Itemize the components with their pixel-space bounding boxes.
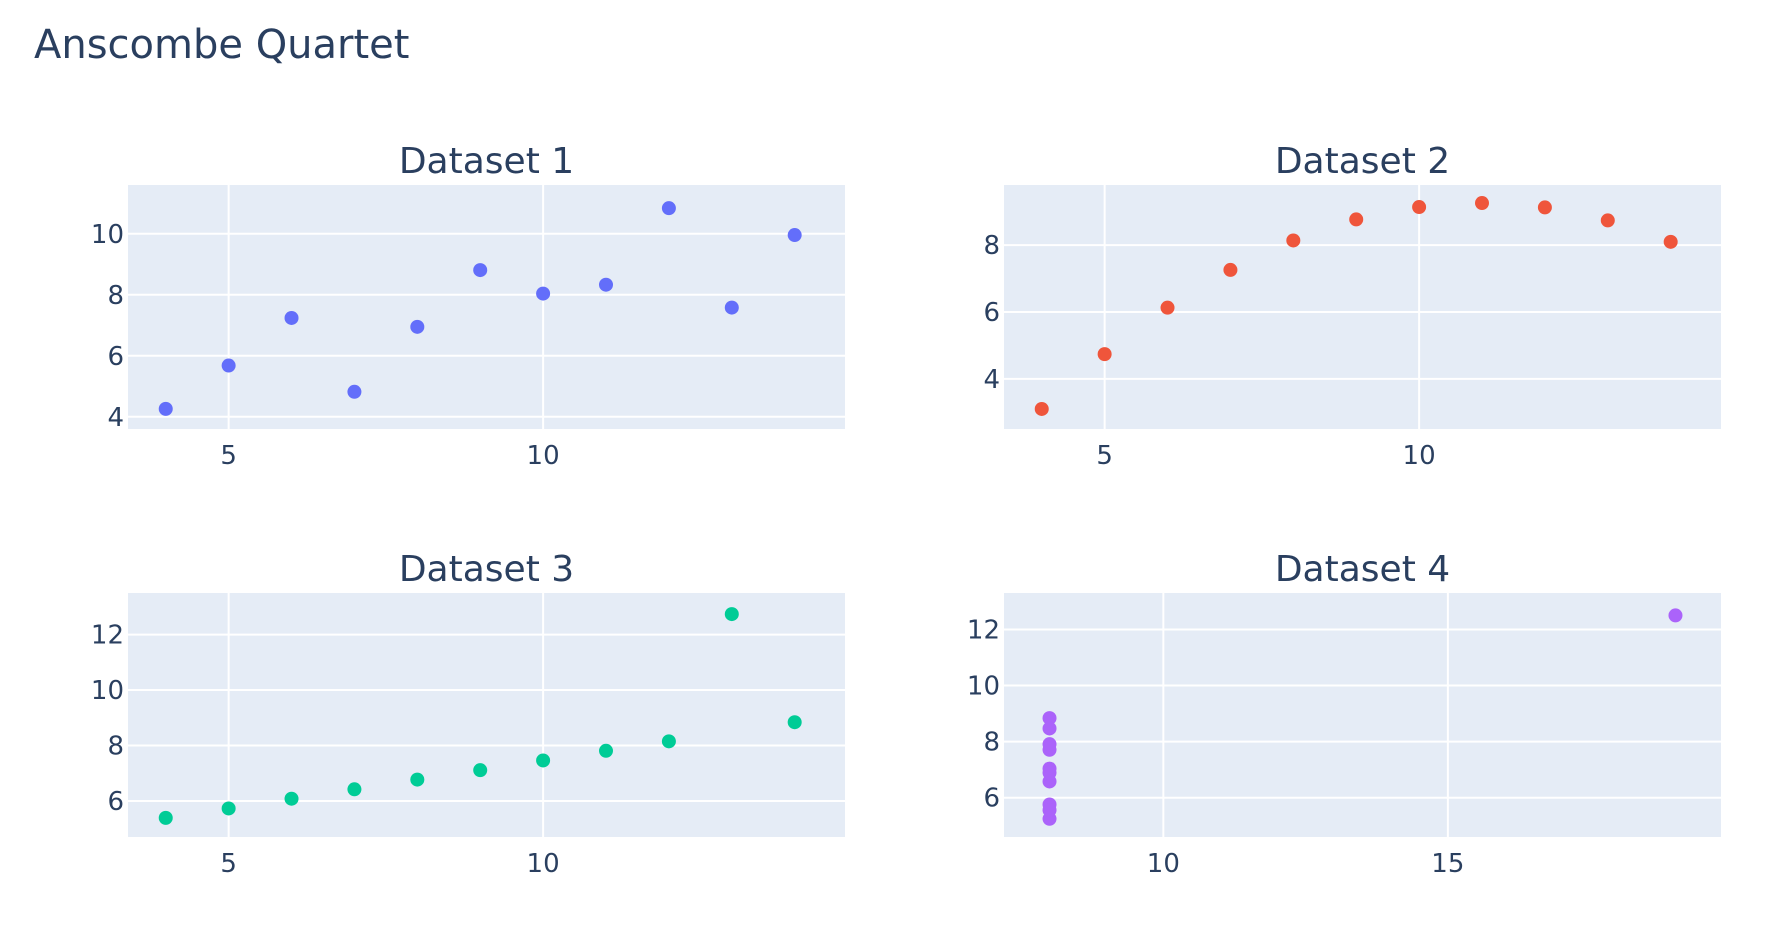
x-tick-label: 5 <box>220 441 237 471</box>
y-tick-label: 12 <box>91 621 124 651</box>
data-point <box>1663 234 1678 249</box>
data-points <box>1034 196 1678 416</box>
data-point <box>1537 200 1552 215</box>
gridlines <box>128 185 845 429</box>
y-tick-labels: 4 6 8 10 <box>91 220 124 433</box>
subplot-title: Dataset 2 <box>1275 141 1450 182</box>
data-point <box>1600 213 1615 228</box>
data-point <box>1042 803 1057 818</box>
data-point <box>347 782 362 797</box>
data-points <box>158 201 802 416</box>
data-point <box>221 801 236 816</box>
x-tick-label: 10 <box>527 849 560 879</box>
data-point <box>1042 737 1057 752</box>
y-tick-label: 6 <box>983 298 1000 328</box>
subplot-dataset-4: 10 15 6 8 10 12 Dataset 4 <box>967 549 1721 879</box>
data-point <box>410 319 425 334</box>
x-tick-labels: 5 10 <box>1096 441 1435 471</box>
y-tick-labels: 4 6 8 <box>983 231 1000 395</box>
data-point <box>599 743 613 758</box>
data-point <box>661 201 676 216</box>
x-tick-labels: 5 10 <box>220 441 559 471</box>
data-point <box>661 734 676 749</box>
data-point <box>473 263 488 278</box>
data-point <box>473 763 488 778</box>
y-tick-label: 8 <box>107 732 124 762</box>
data-point <box>1475 196 1489 211</box>
data-point <box>1160 300 1175 315</box>
data-point <box>284 310 299 325</box>
data-point <box>1412 200 1427 215</box>
page-title: Anscombe Quartet <box>34 22 410 68</box>
y-tick-labels: 6 8 10 12 <box>91 621 124 817</box>
data-point <box>536 286 551 301</box>
y-tick-label: 8 <box>107 281 124 311</box>
y-tick-label: 12 <box>967 615 1000 645</box>
data-point <box>724 607 739 622</box>
data-points <box>158 607 802 825</box>
data-point <box>221 358 236 373</box>
data-point <box>410 772 425 787</box>
y-tick-label: 10 <box>91 220 124 250</box>
plot-area <box>1004 593 1721 837</box>
x-tick-label: 15 <box>1431 849 1464 879</box>
data-point <box>1097 347 1112 362</box>
data-point <box>1286 233 1301 248</box>
data-point <box>347 384 362 399</box>
data-point <box>1042 711 1057 726</box>
y-tick-label: 4 <box>107 403 124 433</box>
data-point <box>1034 401 1049 416</box>
y-tick-label: 8 <box>983 728 1000 758</box>
y-tick-label: 6 <box>107 342 124 372</box>
x-tick-label: 5 <box>1096 441 1113 471</box>
data-point <box>158 810 173 825</box>
subplot-title: Dataset 1 <box>399 141 574 182</box>
data-point <box>787 228 802 243</box>
gridlines <box>128 593 845 837</box>
x-tick-label: 10 <box>1403 441 1436 471</box>
y-tick-label: 6 <box>983 784 1000 814</box>
x-tick-label: 10 <box>1147 849 1180 879</box>
subplot-dataset-2: 5 10 4 6 8 Dataset 2 <box>983 141 1721 471</box>
data-points <box>1042 608 1683 826</box>
y-tick-label: 8 <box>983 231 1000 261</box>
data-point <box>1349 212 1364 227</box>
data-point <box>1042 765 1057 780</box>
subplot-title: Dataset 3 <box>399 549 574 590</box>
plot-area <box>1004 185 1721 429</box>
x-tick-labels: 10 15 <box>1147 849 1465 879</box>
subplot-dataset-1: 5 10 4 6 8 10 Dataset 1 <box>91 141 845 471</box>
data-point <box>158 401 173 416</box>
data-point <box>284 791 299 806</box>
y-tick-label: 6 <box>107 787 124 817</box>
y-tick-label: 4 <box>983 365 1000 395</box>
y-tick-label: 10 <box>967 672 1000 702</box>
x-tick-label: 5 <box>220 849 237 879</box>
data-point <box>536 753 551 768</box>
data-point <box>1042 721 1057 736</box>
subplot-title: Dataset 4 <box>1275 549 1450 590</box>
data-point <box>787 715 802 730</box>
y-tick-label: 10 <box>91 676 124 706</box>
gridlines <box>1004 185 1721 429</box>
y-tick-labels: 6 8 10 12 <box>967 615 1000 813</box>
gridlines <box>1004 593 1721 837</box>
subplot-dataset-3: 5 10 6 8 10 12 Dataset 3 <box>91 549 845 879</box>
data-point <box>1223 262 1238 277</box>
data-point <box>724 300 739 315</box>
x-tick-label: 10 <box>527 441 560 471</box>
data-point <box>599 277 613 292</box>
data-point <box>1668 608 1683 623</box>
x-tick-labels: 5 10 <box>220 849 559 879</box>
